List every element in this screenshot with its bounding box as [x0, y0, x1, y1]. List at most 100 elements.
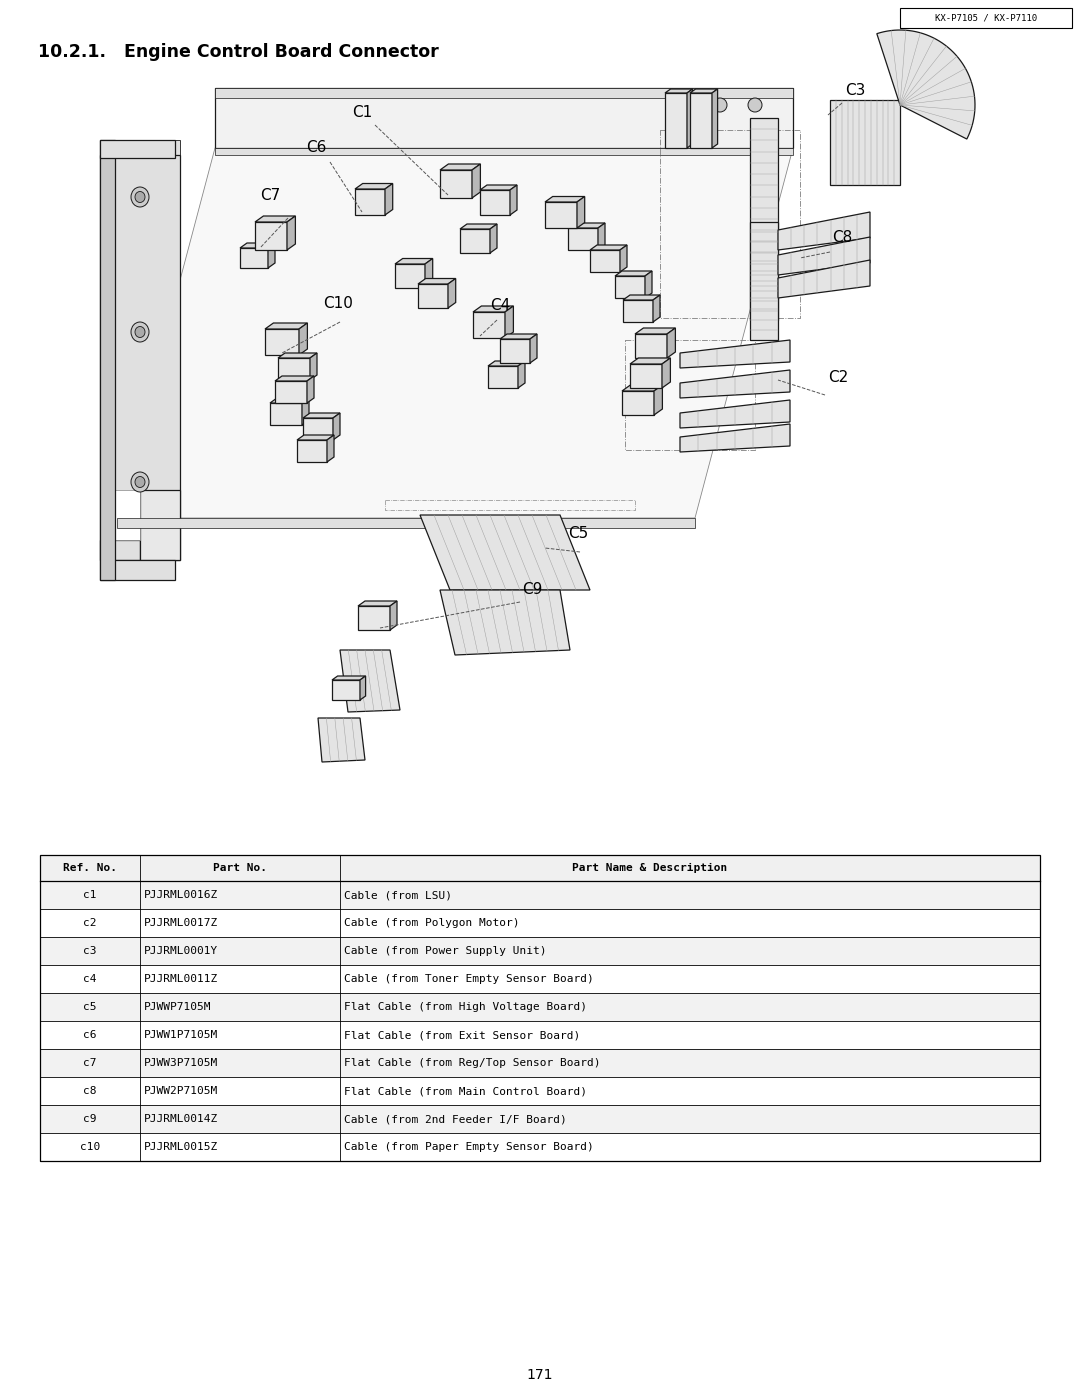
Polygon shape — [287, 217, 296, 250]
Text: Flat Cable (from Main Control Board): Flat Cable (from Main Control Board) — [345, 1085, 588, 1097]
Polygon shape — [240, 249, 268, 268]
Text: Ref. No.: Ref. No. — [63, 863, 117, 873]
Polygon shape — [360, 676, 366, 700]
Polygon shape — [630, 365, 662, 388]
Polygon shape — [598, 224, 605, 250]
Polygon shape — [255, 222, 287, 250]
Circle shape — [748, 98, 762, 112]
Polygon shape — [687, 89, 692, 148]
Text: c10: c10 — [80, 1141, 100, 1153]
Bar — [40, 993, 1040, 1021]
Polygon shape — [690, 94, 712, 148]
Polygon shape — [100, 140, 114, 580]
Polygon shape — [297, 440, 327, 462]
Polygon shape — [460, 229, 490, 253]
Polygon shape — [395, 264, 426, 288]
Polygon shape — [275, 376, 314, 381]
Polygon shape — [460, 224, 497, 229]
Text: C4: C4 — [490, 298, 510, 313]
Polygon shape — [590, 250, 620, 272]
Polygon shape — [268, 243, 275, 268]
Text: Cable (from Toner Empty Sensor Board): Cable (from Toner Empty Sensor Board) — [345, 974, 594, 983]
Polygon shape — [568, 224, 605, 228]
Polygon shape — [307, 376, 314, 402]
Polygon shape — [140, 490, 180, 560]
Text: Flat Cable (from High Voltage Board): Flat Cable (from High Voltage Board) — [345, 1002, 588, 1011]
Polygon shape — [355, 183, 393, 189]
Polygon shape — [778, 237, 870, 275]
Polygon shape — [299, 323, 308, 355]
Polygon shape — [303, 414, 340, 418]
Text: C2: C2 — [828, 370, 848, 386]
Polygon shape — [390, 601, 397, 630]
Circle shape — [713, 98, 727, 112]
Polygon shape — [662, 358, 671, 388]
Polygon shape — [302, 398, 309, 425]
Polygon shape — [778, 260, 870, 298]
Polygon shape — [100, 541, 140, 560]
Polygon shape — [488, 360, 525, 366]
Polygon shape — [680, 370, 789, 398]
Text: PJJRML0016Z: PJJRML0016Z — [144, 890, 218, 900]
Polygon shape — [420, 515, 590, 590]
Polygon shape — [488, 366, 518, 388]
Polygon shape — [680, 425, 789, 453]
Polygon shape — [568, 228, 598, 250]
Polygon shape — [750, 117, 778, 320]
Polygon shape — [510, 184, 517, 215]
Polygon shape — [100, 490, 140, 541]
Text: C5: C5 — [568, 527, 589, 541]
Polygon shape — [215, 148, 793, 155]
Bar — [40, 1133, 1040, 1161]
Polygon shape — [690, 89, 717, 94]
Text: PJJRML0001Y: PJJRML0001Y — [144, 946, 218, 956]
Polygon shape — [448, 278, 456, 307]
Polygon shape — [215, 88, 793, 98]
Polygon shape — [545, 197, 584, 203]
Polygon shape — [778, 212, 870, 250]
Polygon shape — [270, 402, 302, 425]
Polygon shape — [505, 306, 513, 338]
Polygon shape — [440, 590, 570, 655]
Polygon shape — [635, 334, 667, 358]
Polygon shape — [117, 148, 793, 518]
Polygon shape — [327, 434, 334, 462]
Text: c8: c8 — [83, 1085, 97, 1097]
Polygon shape — [877, 29, 975, 140]
Ellipse shape — [135, 476, 145, 488]
Polygon shape — [355, 189, 384, 215]
Text: C8: C8 — [832, 231, 852, 244]
Polygon shape — [712, 89, 717, 148]
Polygon shape — [615, 271, 652, 277]
Polygon shape — [318, 718, 365, 761]
Polygon shape — [240, 243, 275, 249]
Polygon shape — [667, 328, 675, 358]
Ellipse shape — [135, 327, 145, 338]
Polygon shape — [278, 358, 310, 380]
Polygon shape — [653, 295, 660, 321]
Text: C7: C7 — [260, 189, 280, 203]
Polygon shape — [500, 334, 537, 339]
Text: c7: c7 — [83, 1058, 97, 1067]
Polygon shape — [680, 400, 789, 427]
Text: C10: C10 — [323, 296, 353, 312]
Polygon shape — [100, 155, 180, 560]
Text: c3: c3 — [83, 946, 97, 956]
Text: PJWW2P7105M: PJWW2P7105M — [144, 1085, 218, 1097]
Text: 10.2.1.   Engine Control Board Connector: 10.2.1. Engine Control Board Connector — [38, 43, 438, 61]
Polygon shape — [480, 190, 510, 215]
Ellipse shape — [131, 472, 149, 492]
Polygon shape — [620, 244, 627, 272]
Ellipse shape — [131, 187, 149, 207]
Text: Part Name & Description: Part Name & Description — [572, 863, 728, 873]
Polygon shape — [357, 606, 390, 630]
Bar — [40, 882, 1040, 909]
Text: C9: C9 — [522, 583, 542, 597]
Polygon shape — [297, 434, 334, 440]
Polygon shape — [622, 391, 654, 415]
Text: c5: c5 — [83, 1002, 97, 1011]
Polygon shape — [303, 418, 333, 440]
Bar — [40, 1049, 1040, 1077]
Polygon shape — [384, 183, 393, 215]
Polygon shape — [117, 518, 696, 528]
